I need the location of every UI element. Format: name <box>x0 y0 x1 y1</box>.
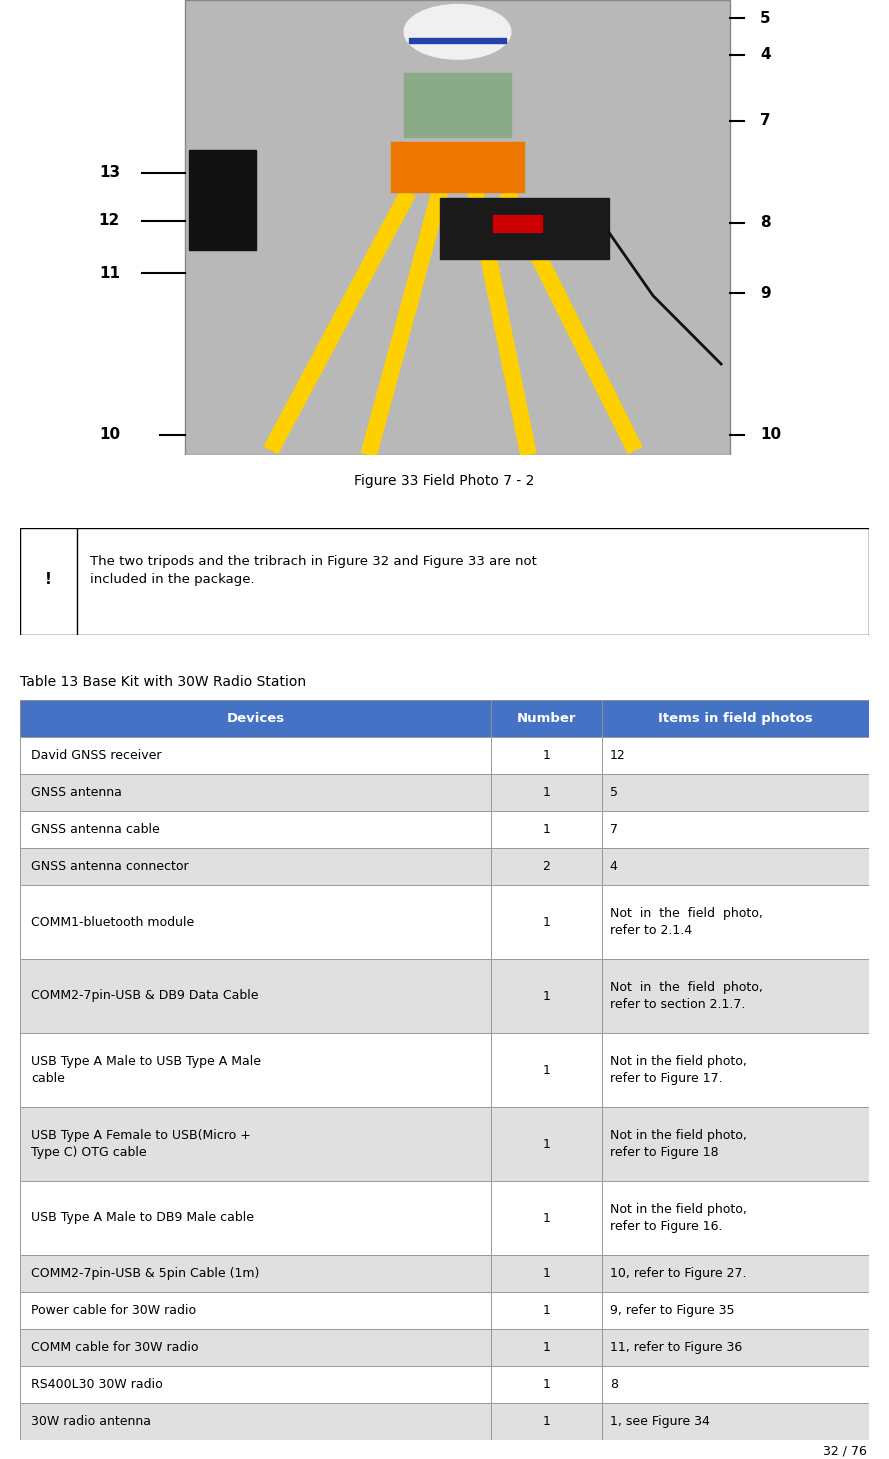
Text: 1: 1 <box>542 1211 550 1224</box>
Text: 7: 7 <box>760 114 771 128</box>
Text: 4: 4 <box>760 47 771 63</box>
Text: 1: 1 <box>542 1304 550 1317</box>
Text: 1: 1 <box>542 989 550 1002</box>
Text: RS400L30 30W radio: RS400L30 30W radio <box>31 1377 163 1390</box>
Text: 1, see Figure 34: 1, see Figure 34 <box>610 1415 709 1428</box>
Text: Not  in  the  field  photo,
refer to section 2.1.7.: Not in the field photo, refer to section… <box>610 982 763 1011</box>
Text: Figure 33 Field Photo 7 - 2: Figure 33 Field Photo 7 - 2 <box>355 474 534 489</box>
Text: 1: 1 <box>542 823 550 836</box>
Circle shape <box>404 4 511 60</box>
Text: Not  in  the  field  photo,
refer to 2.1.4: Not in the field photo, refer to 2.1.4 <box>610 907 763 937</box>
Bar <box>493 214 542 232</box>
Text: 8: 8 <box>760 216 771 231</box>
Text: USB Type A Male to DB9 Male cable: USB Type A Male to DB9 Male cable <box>31 1211 254 1224</box>
Text: 13: 13 <box>99 165 120 181</box>
Text: COMM2-7pin-USB & DB9 Data Cable: COMM2-7pin-USB & DB9 Data Cable <box>31 989 259 1002</box>
Text: GNSS antenna: GNSS antenna <box>31 786 122 800</box>
Text: David GNSS receiver: David GNSS receiver <box>31 748 162 762</box>
Text: Not in the field photo,
refer to Figure 16.: Not in the field photo, refer to Figure … <box>610 1204 747 1233</box>
Text: 5: 5 <box>610 786 618 800</box>
Text: Not in the field photo,
refer to Figure 18: Not in the field photo, refer to Figure … <box>610 1129 747 1158</box>
Bar <box>391 142 525 193</box>
Bar <box>20 528 77 635</box>
Text: Devices: Devices <box>227 712 284 725</box>
Text: Table 13 Base Kit with 30W Radio Station: Table 13 Base Kit with 30W Radio Station <box>20 676 306 690</box>
Bar <box>409 38 507 44</box>
Text: !: ! <box>45 572 52 587</box>
Text: 1: 1 <box>542 1377 550 1390</box>
Text: Number: Number <box>517 712 576 725</box>
Text: 1: 1 <box>542 786 550 800</box>
Text: The two tripods and the tribrach in Figure 32 and Figure 33 are not
included in : The two tripods and the tribrach in Figu… <box>90 554 537 585</box>
Bar <box>404 73 511 137</box>
Text: 11, refer to Figure 36: 11, refer to Figure 36 <box>610 1341 742 1354</box>
Text: 1: 1 <box>542 1064 550 1077</box>
Text: 9, refer to Figure 35: 9, refer to Figure 35 <box>610 1304 734 1317</box>
Text: 2: 2 <box>542 859 550 872</box>
Text: 1: 1 <box>542 1138 550 1151</box>
Text: 4: 4 <box>610 859 618 872</box>
Text: 1: 1 <box>542 1341 550 1354</box>
Text: 32 / 76: 32 / 76 <box>823 1444 867 1458</box>
Text: 5: 5 <box>760 10 771 26</box>
Text: GNSS antenna connector: GNSS antenna connector <box>31 859 189 872</box>
Text: 12: 12 <box>99 213 120 228</box>
Text: 10: 10 <box>760 427 781 442</box>
Text: 1: 1 <box>542 1415 550 1428</box>
Bar <box>189 150 256 251</box>
Text: 10: 10 <box>99 427 120 442</box>
Text: 30W radio antenna: 30W radio antenna <box>31 1415 151 1428</box>
Text: COMM1-bluetooth module: COMM1-bluetooth module <box>31 915 195 928</box>
Text: GNSS antenna cable: GNSS antenna cable <box>31 823 160 836</box>
Text: 7: 7 <box>610 823 618 836</box>
Text: Power cable for 30W radio: Power cable for 30W radio <box>31 1304 196 1317</box>
Text: Not in the field photo,
refer to Figure 17.: Not in the field photo, refer to Figure … <box>610 1055 747 1084</box>
Text: 1: 1 <box>542 748 550 762</box>
Text: COMM2-7pin-USB & 5pin Cable (1m): COMM2-7pin-USB & 5pin Cable (1m) <box>31 1266 260 1280</box>
Text: 12: 12 <box>610 748 626 762</box>
Text: COMM cable for 30W radio: COMM cable for 30W radio <box>31 1341 199 1354</box>
Text: 1: 1 <box>542 1266 550 1280</box>
Text: USB Type A Female to USB(Micro +
Type C) OTG cable: USB Type A Female to USB(Micro + Type C)… <box>31 1129 252 1158</box>
Text: 8: 8 <box>610 1377 618 1390</box>
Bar <box>440 198 609 260</box>
Text: 9: 9 <box>760 286 771 301</box>
Text: Items in field photos: Items in field photos <box>658 712 813 725</box>
Text: 1: 1 <box>542 915 550 928</box>
Text: 10, refer to Figure 27.: 10, refer to Figure 27. <box>610 1266 746 1280</box>
Bar <box>185 0 730 455</box>
Text: USB Type A Male to USB Type A Male
cable: USB Type A Male to USB Type A Male cable <box>31 1055 261 1084</box>
Text: 11: 11 <box>99 266 120 280</box>
